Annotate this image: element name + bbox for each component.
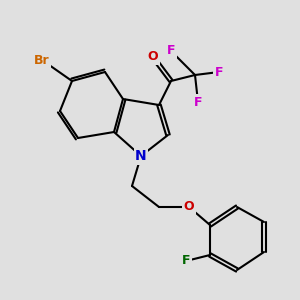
Text: F: F xyxy=(194,95,202,109)
Text: O: O xyxy=(148,50,158,64)
Text: F: F xyxy=(215,65,223,79)
Text: F: F xyxy=(167,44,175,58)
Text: F: F xyxy=(182,254,190,268)
Text: O: O xyxy=(184,200,194,214)
Text: N: N xyxy=(135,149,147,163)
Text: Br: Br xyxy=(34,53,50,67)
